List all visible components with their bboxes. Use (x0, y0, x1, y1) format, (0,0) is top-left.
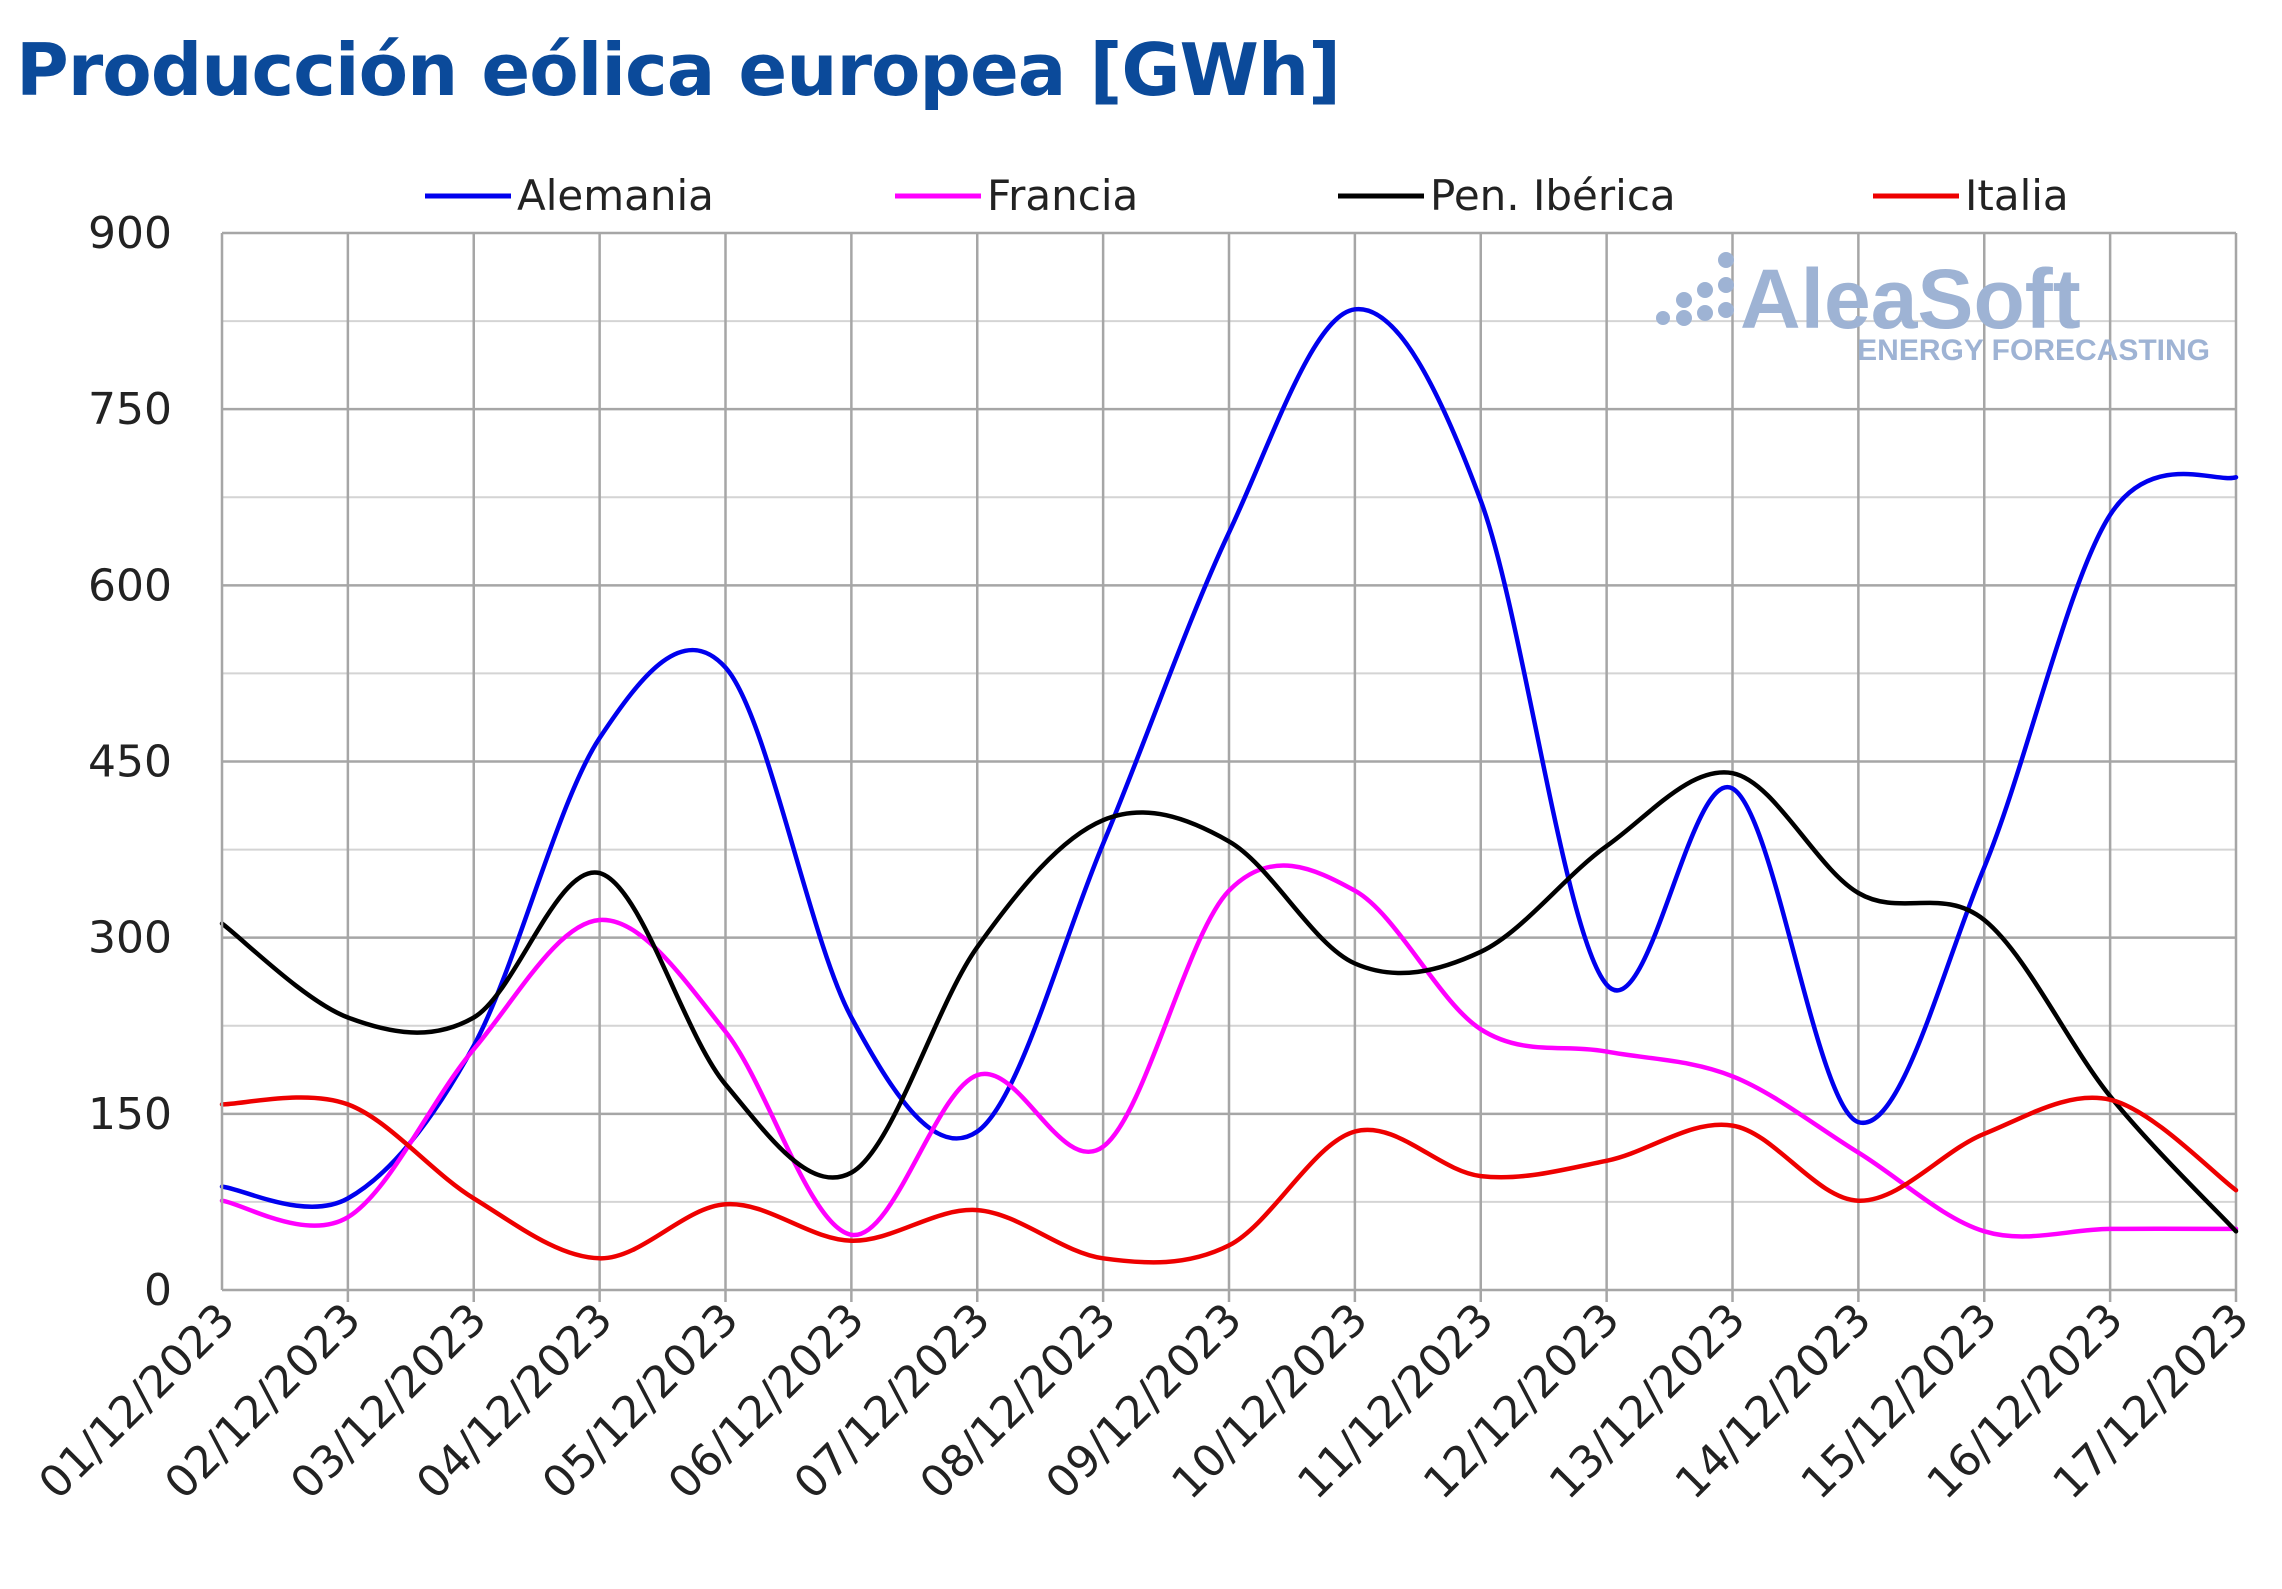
y-tick-label: 300 (88, 913, 172, 964)
y-tick-label: 900 (88, 208, 172, 259)
legend-label: Italia (1965, 171, 2069, 220)
axes: 015030045060075090001/12/202302/12/20230… (29, 208, 2258, 1509)
watermark-brand: AleaSoft (1740, 252, 2081, 346)
legend: Alemania Francia Pen. Ibérica Italia (425, 171, 2069, 220)
series-line-italia (219, 1095, 2239, 1265)
series-line-francia (219, 863, 2239, 1239)
chart-title: Producción eólica europea [GWh] (16, 28, 1341, 112)
y-tick-label: 150 (88, 1089, 172, 1140)
legend-label: Pen. Ibérica (1430, 171, 1676, 220)
y-tick-label: 450 (88, 737, 172, 788)
series-lines (219, 307, 2239, 1265)
y-tick-label: 0 (144, 1265, 172, 1316)
y-tick-label: 600 (88, 560, 172, 611)
watermark-tagline: ENERGY FORECASTING (1857, 334, 2210, 367)
watermark-dots-icon (1656, 252, 1734, 326)
y-tick-label: 750 (88, 384, 172, 435)
watermark-logo: AleaSoft ENERGY FORECASTING (1656, 252, 2210, 367)
grid (222, 231, 2238, 1302)
legend-label: Francia (987, 171, 1138, 220)
series-line-alemania (219, 307, 2239, 1209)
legend-label: Alemania (517, 171, 714, 220)
series-line-pen-iberica (219, 770, 2239, 1234)
